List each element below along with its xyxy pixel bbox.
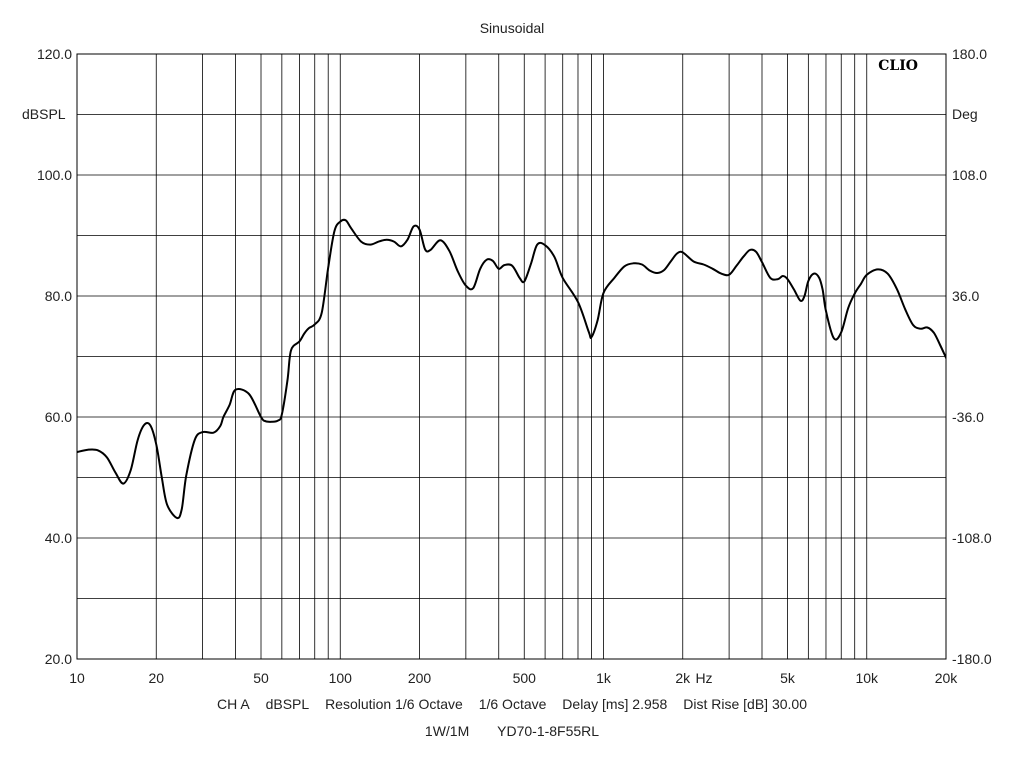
x-tick-label: 20 — [148, 670, 164, 686]
footer-device-info: 1W/1M YD70-1-8F55RL — [0, 723, 1024, 739]
unit-label: dBSPL — [265, 696, 310, 712]
x-tick-label: 2k — [675, 670, 691, 686]
y-tick-label-right: 36.0 — [952, 288, 979, 304]
x-tick-label: 500 — [513, 670, 537, 686]
y-tick-label-right: -36.0 — [952, 409, 984, 425]
spl-series-line — [77, 218, 946, 520]
x-axis-title: Hz — [695, 670, 712, 686]
y-tick-label-left: 20.0 — [45, 651, 72, 667]
chart-grid — [77, 54, 946, 659]
smoothing-label: 1/6 Octave — [478, 696, 547, 712]
y-tick-label-left: 100.0 — [37, 167, 72, 183]
dist-rise-label: Dist Rise [dB] 30.00 — [683, 696, 807, 712]
series-layer — [77, 218, 946, 520]
y-tick-label-left: 40.0 — [45, 530, 72, 546]
x-tick-label: 100 — [329, 670, 353, 686]
y-axis-labels: 120.0 100.0 80.0 60.0 40.0 20.0 180.0 108.0 36.0… — [37, 46, 992, 667]
x-axis-labels: 10 20 50 100 200 500 1k 2k 5k 10k 20k — [69, 670, 958, 686]
x-tick-label: 20k — [935, 670, 959, 686]
y-tick-label-right: -108.0 — [952, 530, 992, 546]
x-tick-label: 10 — [69, 670, 85, 686]
resolution-label: Resolution 1/6 Octave — [325, 696, 463, 712]
y-tick-label-left: 120.0 — [37, 46, 72, 62]
x-tick-label: 10k — [855, 670, 879, 686]
y-tick-label-left: 60.0 — [45, 409, 72, 425]
y-tick-label-right: -180.0 — [952, 651, 992, 667]
delay-label: Delay [ms] 2.958 — [562, 696, 668, 712]
channel-label: CH A — [217, 696, 250, 712]
x-tick-label: 200 — [408, 670, 432, 686]
x-tick-label: 1k — [596, 670, 612, 686]
y-axis-left-title: dBSPL — [22, 106, 66, 122]
chart-title: Sinusoidal — [480, 20, 545, 36]
y-tick-label-right: 108.0 — [952, 167, 987, 183]
x-tick-label: 5k — [780, 670, 796, 686]
y-tick-label-left: 80.0 — [45, 288, 72, 304]
device-model-label: YD70-1-8F55RL — [497, 723, 600, 739]
power-distance-label: 1W/1M — [424, 723, 470, 739]
clio-brand-label: CLIO — [878, 58, 918, 74]
x-tick-label: 50 — [253, 670, 269, 686]
y-tick-label-right: 180.0 — [952, 46, 987, 62]
y-axis-right-title: Deg — [952, 106, 978, 122]
footer-measurement-info: CH A dBSPL Resolution 1/6 Octave 1/6 Oct… — [0, 696, 1024, 712]
